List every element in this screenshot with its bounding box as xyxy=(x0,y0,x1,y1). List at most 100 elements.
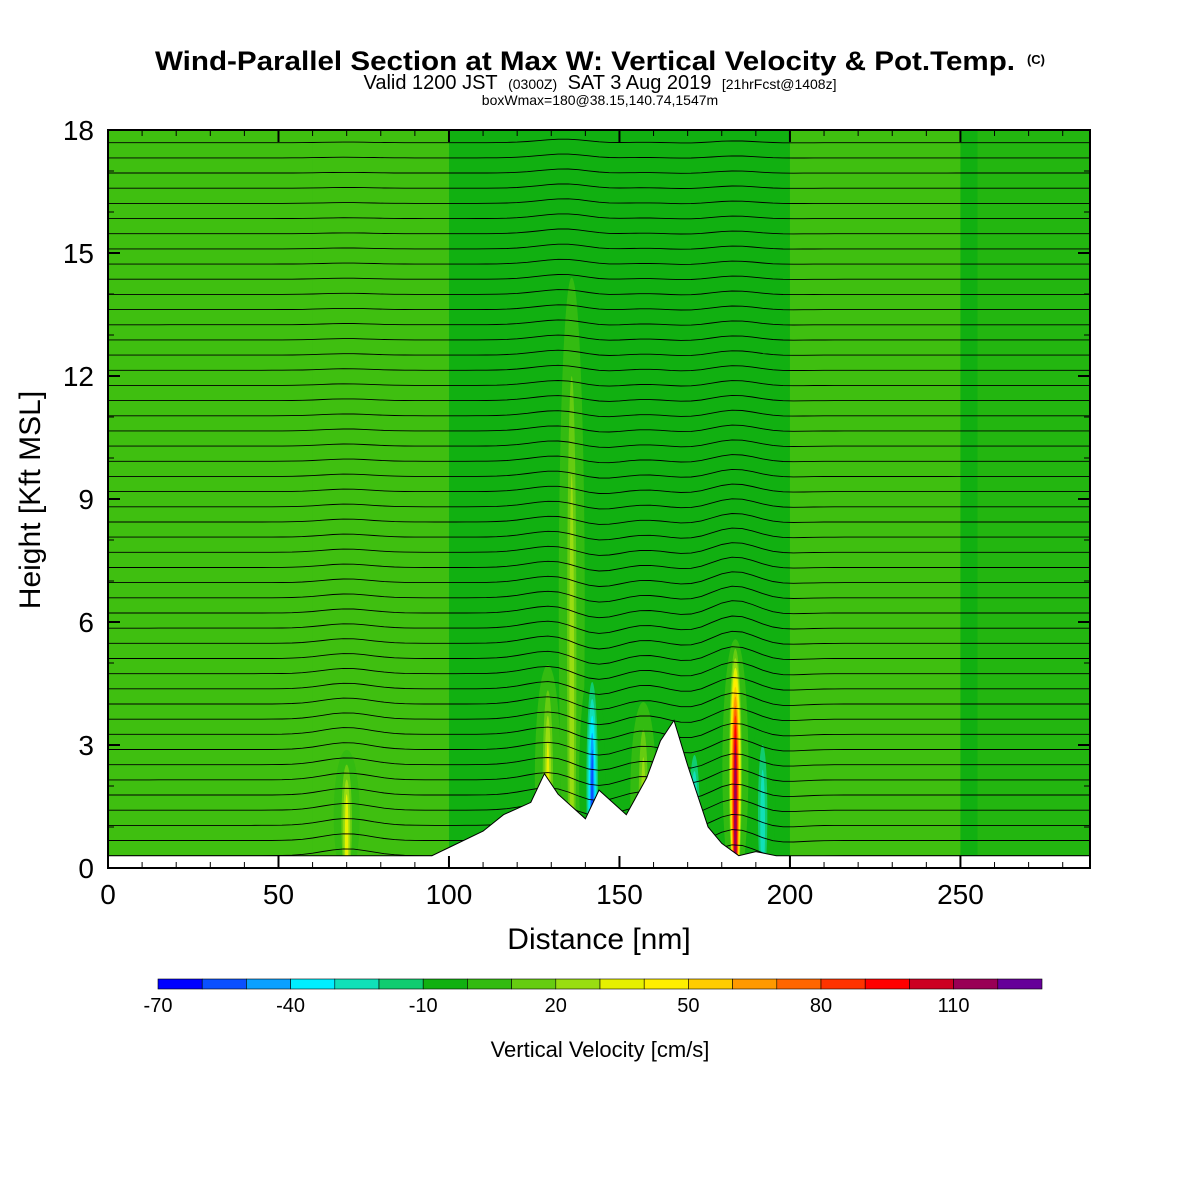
isentrope-line xyxy=(108,661,1090,680)
colorbar-swatch xyxy=(643,978,689,990)
y-axis: 0 3 6 9 12 15 18 xyxy=(63,115,1090,884)
isentrope-line xyxy=(108,571,1090,587)
isentrope-line xyxy=(108,213,1090,220)
isentrope-line xyxy=(108,600,1090,619)
colorbar: -70 -40 -10 20 50 80 110 xyxy=(144,978,1043,1017)
y-tick-label: 15 xyxy=(63,238,94,269)
isentrope-line xyxy=(108,615,1090,634)
background-band xyxy=(108,130,313,868)
isentrope-line xyxy=(108,707,1090,726)
title-copyright: (C) xyxy=(1027,52,1045,67)
x-tick-label: 100 xyxy=(426,879,473,910)
y-tick-label: 3 xyxy=(78,730,94,761)
colorbar-swatch xyxy=(467,978,512,990)
colorbar-swatch xyxy=(246,978,291,990)
isentrope-line xyxy=(108,124,1090,128)
isentrope-line xyxy=(108,513,1090,525)
updraft-core xyxy=(569,474,575,868)
plot-area: 0 50 100 150 200 250 0 3 6 9 12 15 18 xyxy=(63,109,1091,910)
x-axis: 0 50 100 150 200 250 xyxy=(100,130,1064,910)
colorbar-swatch xyxy=(864,978,910,990)
updraft-core xyxy=(344,794,349,868)
isentrope-line xyxy=(108,319,1090,326)
isentrope-line xyxy=(108,556,1090,572)
colorbar-swatch xyxy=(334,978,380,990)
colorbar-swatch xyxy=(511,978,557,990)
background-band xyxy=(977,130,1090,868)
colorbar-swatch xyxy=(997,978,1043,990)
isentrope-line xyxy=(108,334,1090,341)
title-valid-prefix: Valid 1200 JST xyxy=(364,72,498,94)
y-tick-label: 12 xyxy=(63,361,94,392)
isentrope-line xyxy=(108,692,1090,711)
colorbar-label: 20 xyxy=(545,995,567,1017)
isentrope-line xyxy=(108,274,1090,281)
colorbar-label: -10 xyxy=(409,995,438,1017)
x-tick-label: 50 xyxy=(263,879,294,910)
x-axis-label: Distance [nm] xyxy=(507,923,690,956)
colorbar-swatch xyxy=(953,978,999,990)
colorbar-label: -70 xyxy=(144,995,173,1017)
title-main: Wind-Parallel Section at Max W: Vertical… xyxy=(155,46,1015,76)
background-band xyxy=(312,130,449,868)
colorbar-swatch xyxy=(290,978,336,990)
isentrope-line xyxy=(108,768,1090,786)
isentrope-line xyxy=(108,198,1090,205)
y-tick-label: 9 xyxy=(78,484,94,515)
x-tick-label: 250 xyxy=(937,879,984,910)
isentrope-line xyxy=(108,228,1090,235)
colorbar-swatch xyxy=(157,978,203,990)
colorbar-label: -40 xyxy=(276,995,305,1017)
isentrope-line xyxy=(108,138,1090,144)
chart-title: Wind-Parallel Section at Max W: Vertical… xyxy=(155,46,1045,108)
isentrope-line xyxy=(108,380,1090,387)
x-tick-label: 150 xyxy=(596,879,643,910)
colorbar-swatch xyxy=(820,978,866,990)
isentrope-line xyxy=(108,483,1090,494)
title-valid-date: SAT 3 Aug 2019 xyxy=(568,72,712,94)
isentrope-line xyxy=(108,677,1090,695)
isentrope-line xyxy=(108,258,1090,265)
isentrope-line xyxy=(108,542,1090,556)
colorbar-swatch xyxy=(688,978,733,990)
isentrope-line xyxy=(108,394,1090,402)
y-axis-label: Height [Kft MSL] xyxy=(14,391,47,609)
title-forecast: [21hrFcst@1408z] xyxy=(722,76,837,92)
colorbar-swatch xyxy=(378,978,424,990)
isentrope-line xyxy=(108,409,1090,418)
colorbar-swatch xyxy=(776,978,822,990)
colorbar-title: Vertical Velocity [cm/s] xyxy=(491,1037,710,1062)
colorbar-label: 80 xyxy=(810,995,832,1017)
downdraft-core xyxy=(760,769,765,868)
colorbar-swatch xyxy=(201,978,247,990)
y-tick-label: 0 xyxy=(78,853,94,884)
isentrope-line xyxy=(108,364,1090,372)
isentrope-line xyxy=(108,289,1090,296)
isentrope-line xyxy=(108,168,1090,174)
colorbar-swatch xyxy=(422,978,468,990)
background-band xyxy=(789,130,961,868)
colorbar-label: 50 xyxy=(677,995,699,1017)
isentrope-line xyxy=(108,738,1090,756)
title-valid-line: Valid 1200 JST (0300Z) SAT 3 Aug 2019 [2… xyxy=(364,72,837,94)
x-tick-label: 200 xyxy=(767,879,814,910)
isentrope-line xyxy=(108,109,1090,112)
colorbar-swatch xyxy=(909,978,954,990)
isentrope-line xyxy=(108,498,1090,510)
title-valid-utc: (0300Z) xyxy=(508,76,557,92)
y-tick-label: 18 xyxy=(63,115,94,146)
isentrope-line xyxy=(108,630,1090,650)
colorbar-label: 110 xyxy=(938,995,970,1017)
y-tick-label: 6 xyxy=(78,607,94,638)
isentrope-line xyxy=(108,527,1090,541)
colorbar-swatch xyxy=(599,978,645,990)
isentrope-line xyxy=(108,424,1090,433)
isentrope-line xyxy=(108,454,1090,464)
updraft-core xyxy=(734,744,737,868)
colorbar-swatch xyxy=(732,978,778,990)
isentrope-line xyxy=(108,646,1090,665)
isentrope-line xyxy=(108,304,1090,311)
isentrope-line xyxy=(108,349,1090,357)
terrain xyxy=(108,719,1090,868)
